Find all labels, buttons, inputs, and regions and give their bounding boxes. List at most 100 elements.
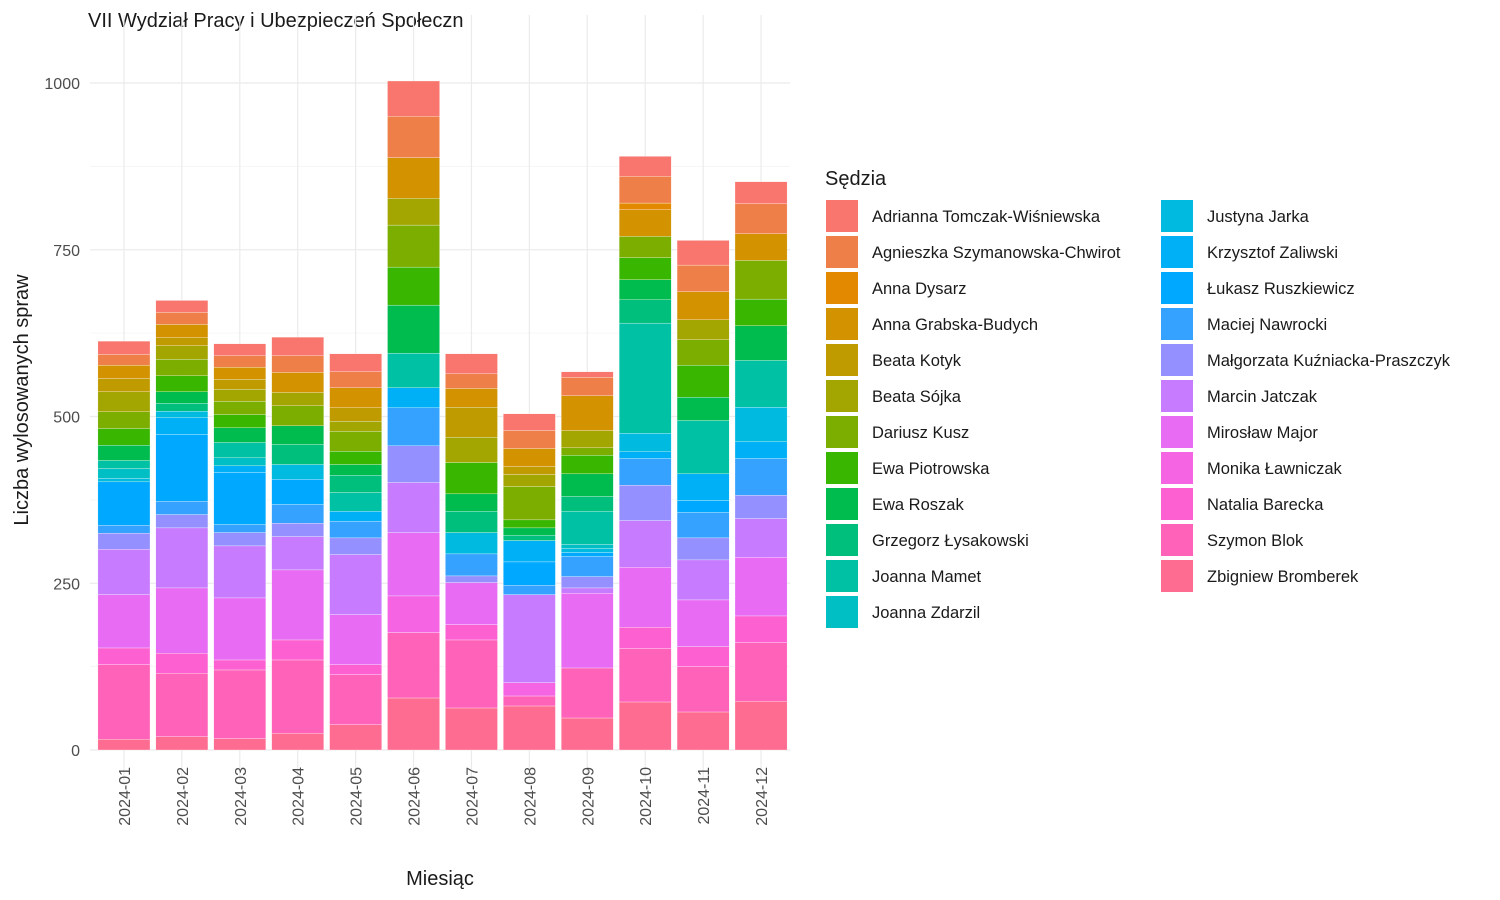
bar-segment: [618, 451, 672, 459]
bar-segment: [561, 511, 614, 545]
x-tick-label: 2024-08: [522, 767, 539, 826]
bar-segment: [445, 437, 498, 463]
bar-segment: [676, 319, 730, 340]
bar-segment: [734, 642, 788, 702]
bar-segment: [213, 738, 267, 751]
legend-item: Zbigniew Bromberek: [1161, 560, 1359, 592]
bar-segment: [618, 433, 672, 453]
legend-item: Adrianna Tomczak-Wiśniewska: [826, 200, 1101, 232]
legend-swatch: [826, 560, 858, 592]
bar-segment: [503, 540, 556, 563]
legend-label: Anna Dysarz: [872, 280, 966, 298]
bar-segment: [561, 667, 614, 719]
bar-segment: [561, 576, 614, 589]
bar-segment: [97, 478, 151, 483]
bar-segment: [329, 451, 382, 465]
bar-segment: [155, 391, 209, 404]
bar-segment: [561, 548, 614, 553]
legend-item: Szymon Blok: [1161, 524, 1304, 556]
bar-segment: [387, 532, 440, 597]
bar-segment: [271, 444, 324, 465]
bar-segment: [503, 430, 556, 449]
bar-segment: [329, 431, 382, 452]
y-tick-label: 750: [53, 243, 80, 260]
bar-segment: [734, 360, 788, 408]
bar-segment: [676, 599, 730, 647]
bar-segment: [618, 299, 672, 324]
bar-segment: [213, 401, 267, 415]
bar-segment: [734, 615, 788, 643]
legend-label: Krzysztof Zaliwski: [1207, 244, 1338, 262]
bar-segment: [561, 473, 614, 497]
legend-swatch: [1161, 200, 1193, 232]
bar-segment: [97, 460, 151, 469]
bar-segment: [561, 496, 614, 512]
legend-swatch: [1161, 452, 1193, 484]
bar-segment: [561, 587, 614, 594]
legend-swatch: [826, 596, 858, 628]
y-axis-title: Liczba wylosowanych spraw: [11, 274, 33, 526]
bar-segment: [155, 312, 209, 325]
bar-segment: [676, 646, 730, 667]
bar-segment: [97, 594, 151, 649]
bar-segment: [213, 366, 267, 380]
bar-segment: [155, 337, 209, 346]
bar-segment: [155, 587, 209, 654]
bar-segment: [618, 322, 672, 434]
bar-segment: [503, 474, 556, 487]
bar-segment: [445, 575, 498, 583]
legend-swatch: [1161, 488, 1193, 520]
bar-segment: [618, 627, 672, 649]
bar-segment: [329, 521, 382, 539]
legend-label: Joanna Mamet: [872, 568, 982, 586]
bar-segment: [676, 339, 730, 366]
bar-segment: [155, 736, 209, 751]
bar-segment: [97, 549, 151, 595]
legend: Sędzia Adrianna Tomczak-Wiśniewska Agnies…: [825, 168, 1451, 628]
bar-segment: [734, 495, 788, 519]
legend-swatch: [1161, 380, 1193, 412]
legend-swatch: [1161, 272, 1193, 304]
bar-segment: [97, 664, 151, 740]
bar-segment: [445, 493, 498, 512]
bar-segment: [734, 557, 788, 617]
bar-segment: [271, 523, 324, 537]
legend-label: Mirosław Major: [1207, 424, 1318, 442]
bar-segment: [271, 336, 324, 356]
bar-segment: [734, 325, 788, 361]
bar-segment: [155, 673, 209, 737]
bar-segment: [676, 240, 730, 266]
bar-segment: [155, 300, 209, 313]
bar-segment: [213, 378, 267, 390]
legend-item: Joanna Zdarzil: [826, 596, 980, 628]
bar-segment: [676, 473, 730, 501]
bar-segment: [97, 468, 151, 479]
legend-item: Natalia Barecka: [1161, 488, 1324, 520]
bar-segment: [676, 291, 730, 320]
bar-segment: [329, 387, 382, 408]
y-axis-ticks: 0 250 500 750 1000: [44, 76, 80, 760]
bar-segment: [618, 520, 672, 568]
bar-segment: [387, 116, 440, 158]
bar-segment: [561, 717, 614, 751]
bar-segment: [271, 639, 324, 661]
bar-segment: [503, 695, 556, 707]
legend-label: Beata Kotyk: [872, 352, 962, 370]
bar-segment: [97, 445, 151, 461]
bar-segment: [213, 427, 267, 443]
legend-label: Natalia Barecka: [1207, 496, 1324, 514]
legend-swatch: [826, 308, 858, 340]
bar-segment: [155, 653, 209, 674]
legend-label: Małgorzata Kuźniacka-Praszczyk: [1207, 352, 1451, 370]
bar-segment: [155, 403, 209, 412]
y-tick-label: 250: [53, 576, 80, 593]
bar-segment: [213, 472, 267, 525]
bar-segment: [387, 80, 440, 117]
bar-segment: [155, 358, 209, 376]
bar-segment: [618, 701, 672, 751]
bar-segment: [734, 701, 788, 751]
bar-segment: [213, 343, 267, 356]
legend-swatch: [1161, 308, 1193, 340]
bar-segment: [387, 352, 440, 388]
x-axis-title: Miesiąc: [406, 868, 474, 890]
